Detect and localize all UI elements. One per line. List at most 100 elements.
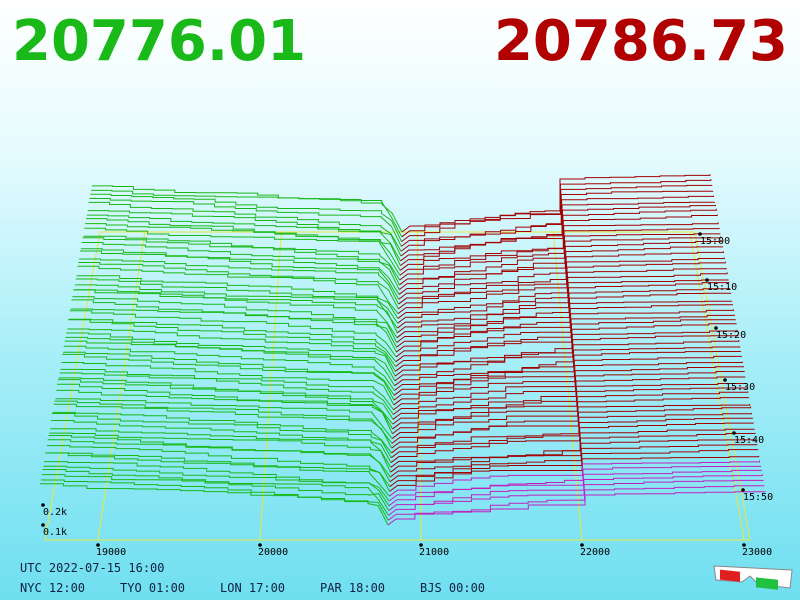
bid-depth-line bbox=[43, 465, 390, 507]
bid-depth-line bbox=[63, 345, 395, 391]
ask-depth-line bbox=[390, 422, 754, 463]
bid-depth-line bbox=[74, 284, 398, 329]
clock: LON 17:00 bbox=[220, 581, 285, 595]
bid-depth-line bbox=[60, 368, 394, 411]
bid-depth-line bbox=[47, 439, 391, 483]
bid-depth-line bbox=[64, 340, 396, 386]
ask-depth-line bbox=[395, 319, 736, 367]
time-tick bbox=[698, 232, 702, 236]
bid-depth-line bbox=[42, 468, 390, 511]
ask-depth-line bbox=[401, 174, 711, 233]
bid-depth-line bbox=[51, 412, 392, 459]
time-tick bbox=[705, 278, 709, 282]
bid-depth-line bbox=[89, 198, 402, 247]
time-tick bbox=[723, 378, 727, 382]
ask-depth-line bbox=[400, 208, 717, 267]
time-label: 15:00 bbox=[700, 236, 730, 247]
time-label: 15:20 bbox=[716, 330, 746, 341]
ask-depth-line bbox=[388, 469, 762, 507]
ask-depth-line bbox=[398, 257, 725, 310]
price-label: 20000 bbox=[258, 547, 288, 558]
bid-depth-line bbox=[70, 308, 397, 353]
ask-depth-line bbox=[390, 432, 756, 473]
ask-depth-line bbox=[397, 279, 729, 329]
ask-depth-line bbox=[393, 361, 743, 406]
bid-depth-line bbox=[51, 419, 392, 463]
ask-depth-line bbox=[393, 355, 743, 401]
price-tick bbox=[742, 543, 746, 547]
bid-depth-line bbox=[84, 227, 401, 276]
floor-line bbox=[552, 231, 583, 541]
bid-depth-line bbox=[90, 193, 402, 242]
clock: TYO 01:00 bbox=[120, 581, 185, 595]
bid-depth-line bbox=[62, 353, 395, 401]
bid-depth-line bbox=[58, 377, 394, 420]
ask-depth-line bbox=[391, 412, 752, 454]
bid-depth-line bbox=[82, 237, 400, 286]
ask-depth-line bbox=[395, 304, 734, 353]
bid-depth-line bbox=[88, 201, 402, 252]
time-label: 15:50 bbox=[743, 492, 773, 503]
bid-depth-line bbox=[68, 319, 396, 367]
ask-depth-line bbox=[393, 351, 742, 396]
bid-depth-line bbox=[45, 452, 391, 492]
ask-depth-line bbox=[392, 376, 746, 420]
ask-depth-line bbox=[399, 233, 721, 286]
bid-depth-line bbox=[65, 336, 396, 382]
bid-depth-line bbox=[55, 398, 393, 439]
bid-depth-line bbox=[72, 296, 398, 343]
depth-tick bbox=[41, 503, 45, 507]
ask-depth-line bbox=[394, 334, 739, 382]
bid-depth-line bbox=[77, 265, 399, 314]
ask-depth-line bbox=[399, 227, 720, 281]
ask-depth-line bbox=[390, 428, 755, 468]
world-clocks: NYC 12:00 TYO 01:00 LON 17:00 PAR 18:00 BJS … bbox=[20, 581, 485, 595]
bid-depth-line bbox=[78, 261, 399, 310]
ask-depth-line bbox=[394, 329, 738, 377]
ask-depth-line bbox=[396, 300, 733, 348]
price-tick bbox=[96, 543, 100, 547]
bid-depth-line bbox=[75, 278, 399, 324]
bid-depth-line bbox=[59, 372, 394, 415]
ask-depth-line bbox=[396, 282, 730, 334]
bid-depth-line bbox=[57, 379, 394, 425]
ask-depth-line bbox=[393, 366, 744, 411]
ask-depth-line bbox=[387, 491, 766, 526]
price-tick bbox=[258, 543, 262, 547]
bid-depth-line bbox=[45, 452, 390, 497]
ask-depth-line bbox=[389, 449, 759, 487]
bid-depth-line bbox=[81, 242, 400, 290]
ask-depth-line bbox=[395, 309, 734, 358]
time-label: 15:10 bbox=[707, 282, 737, 293]
bid-depth-line bbox=[86, 214, 402, 262]
price-label: 23000 bbox=[742, 547, 772, 558]
ask-depth-line bbox=[388, 465, 761, 502]
bid-depth-line bbox=[52, 411, 392, 454]
price-tick bbox=[580, 543, 584, 547]
time-tick bbox=[714, 326, 718, 330]
bid-depth-line bbox=[79, 258, 400, 305]
ask-depth-line bbox=[397, 267, 727, 319]
depth-tick bbox=[41, 523, 45, 527]
ask-depth-line bbox=[389, 439, 757, 478]
ask-depth-line bbox=[395, 314, 735, 363]
clock: BJS 00:00 bbox=[420, 581, 485, 595]
utc-time: UTC 2022-07-15 16:00 bbox=[20, 561, 165, 575]
depth-label: 0.2k bbox=[43, 507, 67, 518]
bid-depth-line bbox=[54, 400, 393, 444]
clock: PAR 18:00 bbox=[320, 581, 385, 595]
3d-glasses-icon bbox=[713, 565, 793, 590]
bid-depth-line bbox=[80, 250, 400, 300]
bid-depth-line bbox=[46, 445, 391, 487]
ask-depth-line bbox=[399, 222, 719, 276]
ask-depth-line bbox=[392, 370, 745, 415]
ask-depth-line bbox=[392, 391, 749, 435]
bid-depth-line bbox=[73, 289, 398, 338]
bid-depth-line bbox=[67, 328, 396, 372]
bid-depth-line bbox=[76, 275, 399, 319]
ask-depth-line bbox=[398, 251, 725, 305]
ask-depth-line bbox=[390, 417, 753, 459]
bid-depth-line bbox=[66, 332, 396, 377]
